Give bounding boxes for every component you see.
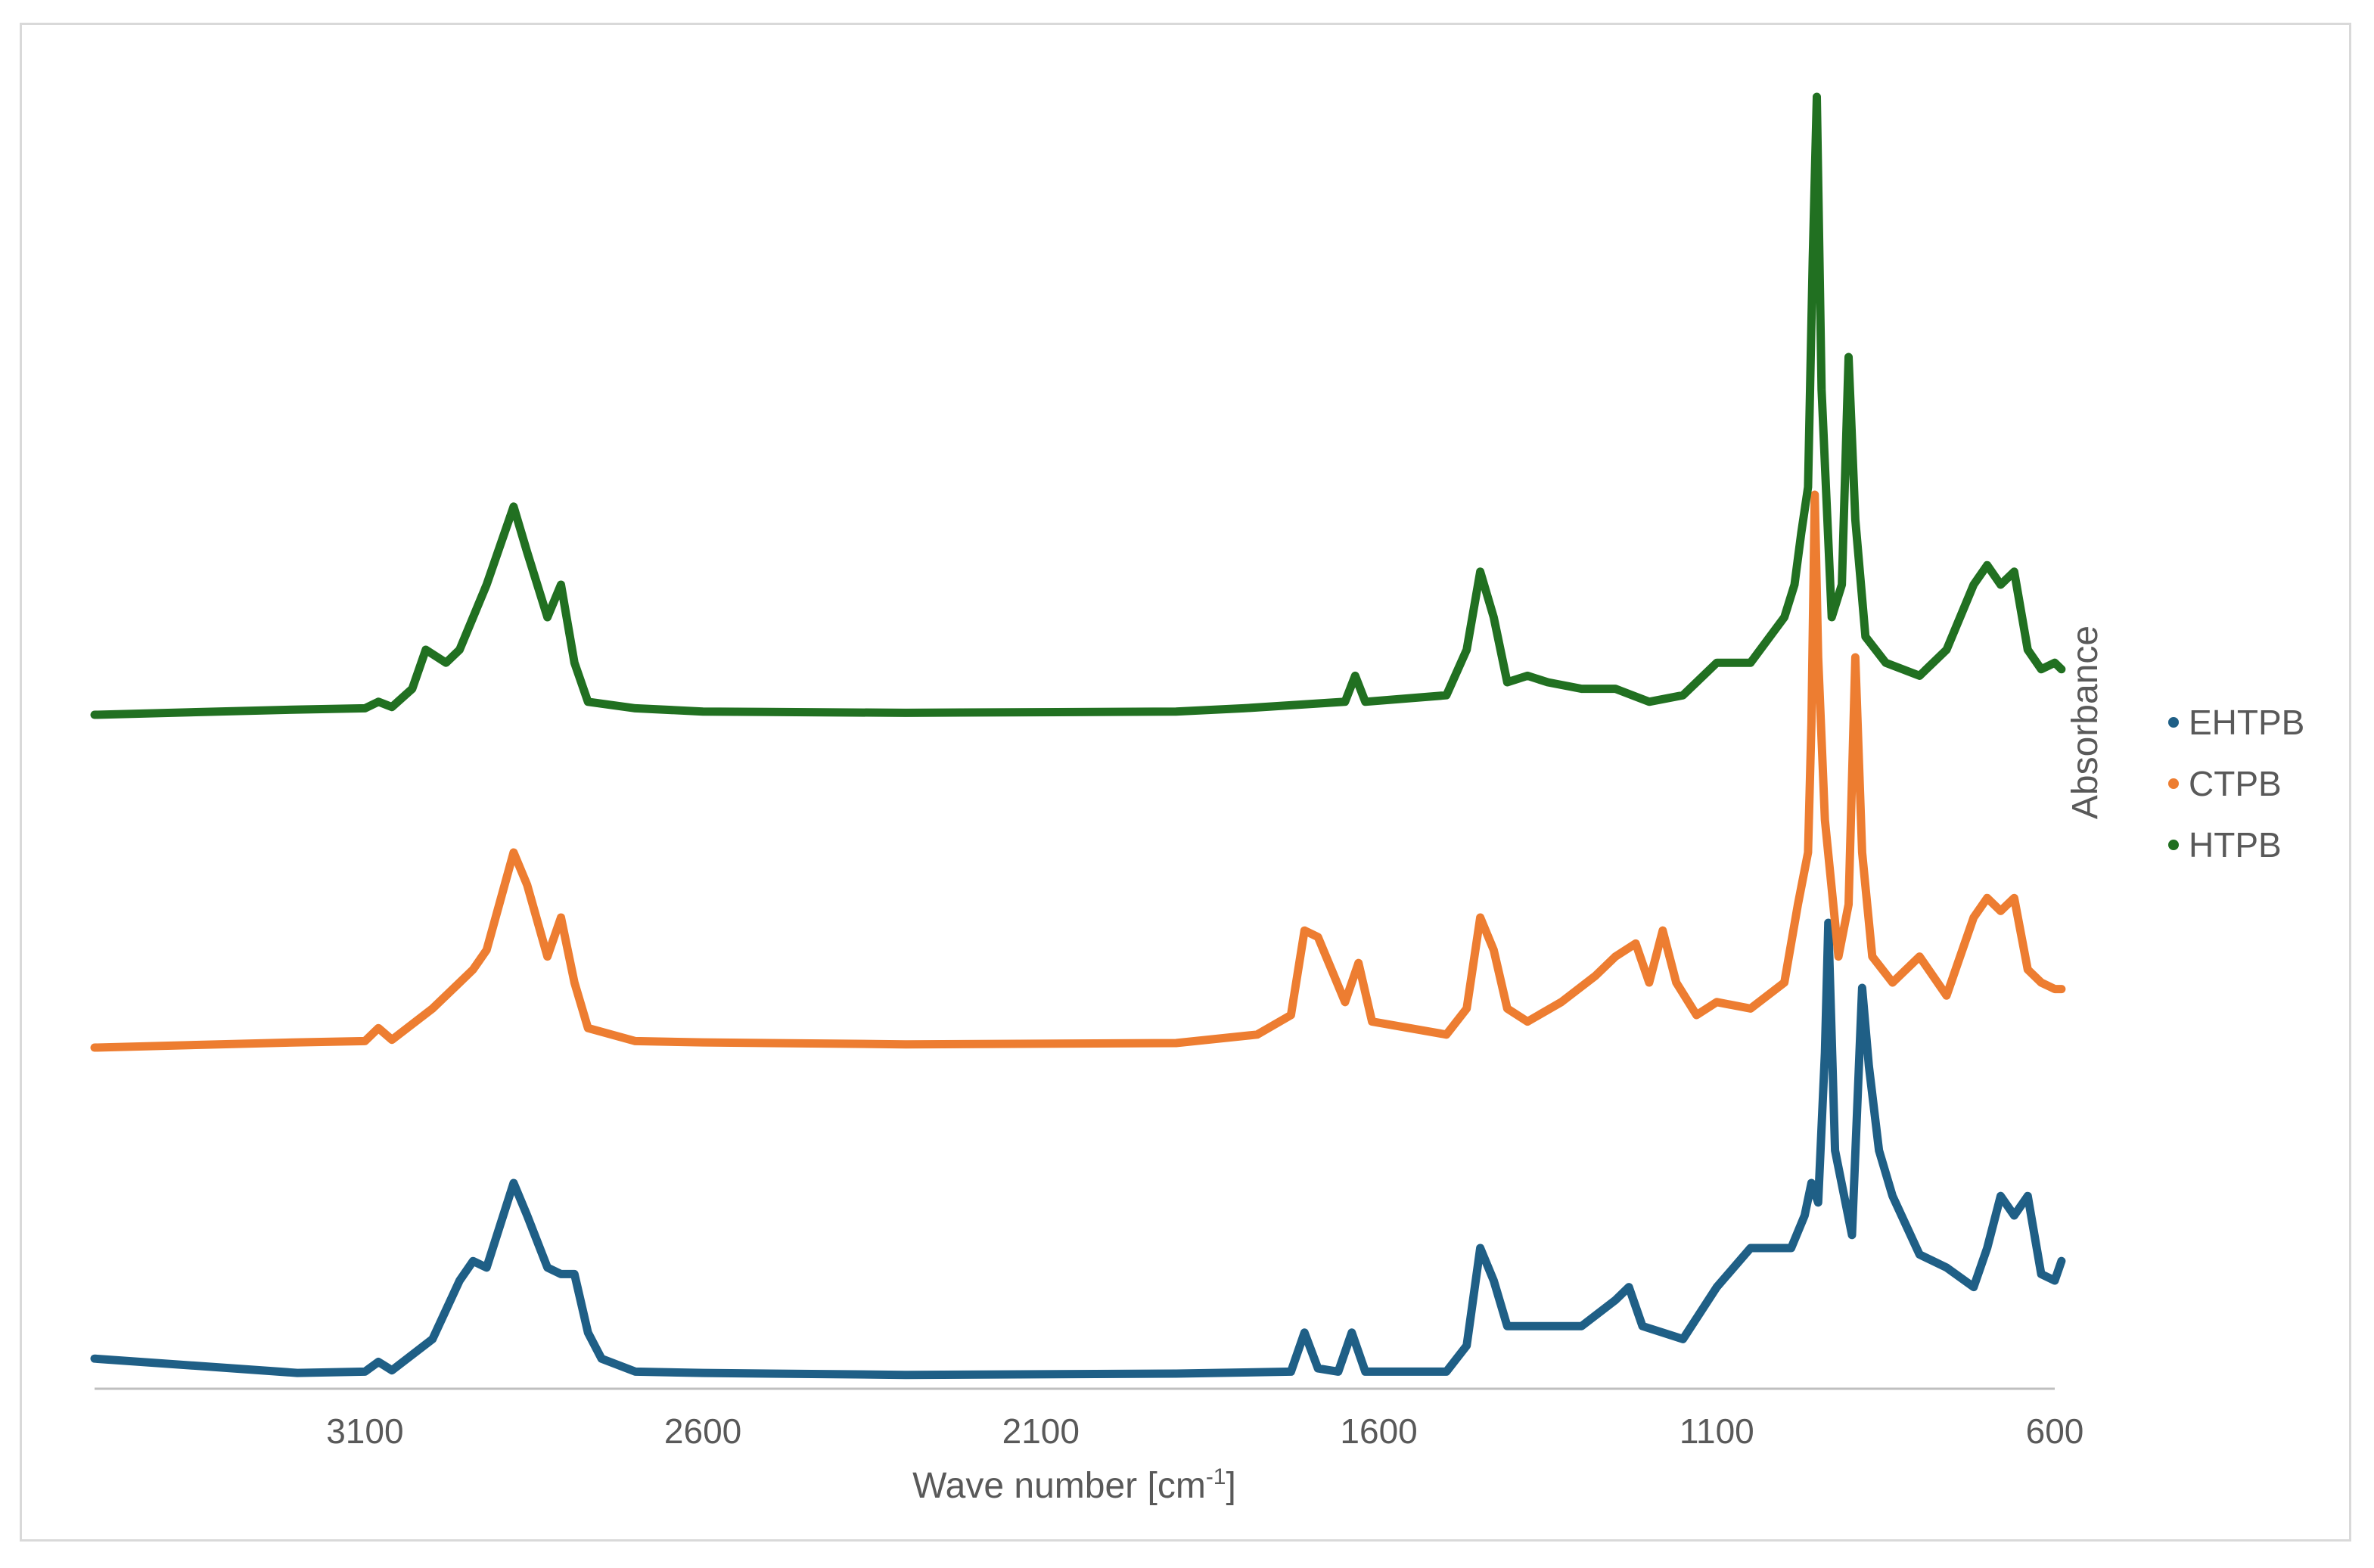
x-tick-label: 2600 [664, 1411, 741, 1451]
x-tick-label: 1100 [1680, 1411, 1754, 1451]
legend-marker-ehtpb [2168, 717, 2179, 728]
legend-label-ehtpb: EHTPB [2189, 703, 2304, 742]
series-line-ehtpb [90, 918, 2066, 1380]
x-axis-title-superscript: -1 [1206, 1464, 1226, 1489]
legend-label-htpb: HTPB [2189, 825, 2282, 865]
x-axis-title-main: Wave number [cm [912, 1466, 1206, 1506]
legend-marker-htpb [2168, 840, 2179, 850]
x-tick-label: 600 [2026, 1411, 2084, 1451]
series-line-ctpb [90, 490, 2066, 1052]
legend-label-ctpb: CTPB [2189, 764, 2282, 803]
series-line-htpb [90, 92, 2066, 719]
y-axis-title: Absorbance [2065, 626, 2105, 819]
legend-marker-ctpb [2168, 778, 2179, 789]
x-tick-labels: 3100 2600 2100 1600 1100 600 [326, 1411, 2083, 1451]
x-tick-label: 3100 [326, 1411, 403, 1451]
x-tick-label: 2100 [1002, 1411, 1080, 1451]
x-axis-title-suffix: ] [1226, 1466, 1236, 1506]
chart-frame [20, 23, 2351, 1542]
legend: EHTPB CTPB HTPB [2168, 703, 2304, 865]
series-layer [90, 92, 2066, 1380]
x-axis-title: Wave number [cm-1] [912, 1464, 1236, 1506]
x-tick-label: 1600 [1340, 1411, 1417, 1451]
